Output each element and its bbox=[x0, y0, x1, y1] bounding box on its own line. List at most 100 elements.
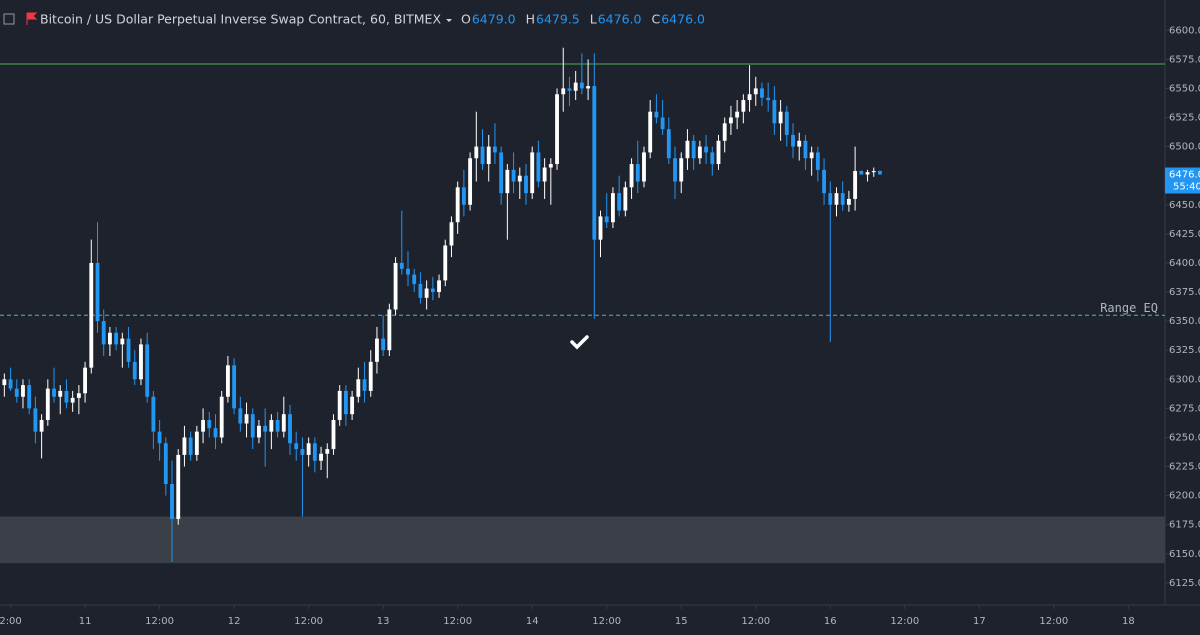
candle-body bbox=[747, 94, 752, 101]
candle-body bbox=[281, 414, 286, 432]
candle-body bbox=[679, 158, 684, 182]
y-tick-label: 6300.0 bbox=[1169, 374, 1200, 385]
candle-body bbox=[691, 140, 696, 159]
y-tick-label: 6525.0 bbox=[1169, 113, 1200, 124]
x-tick-label: 12:00 bbox=[294, 616, 323, 627]
candle-body bbox=[443, 245, 448, 281]
candle-body bbox=[244, 414, 249, 424]
candle-body bbox=[157, 431, 162, 444]
candle-body bbox=[859, 171, 864, 175]
candle-body bbox=[741, 100, 746, 112]
candle-body bbox=[697, 146, 702, 159]
ohlc-value: 6479.5 bbox=[536, 12, 580, 27]
candle-body bbox=[14, 388, 19, 397]
candle-body bbox=[822, 169, 826, 194]
candle-body bbox=[337, 390, 342, 421]
candle-body bbox=[840, 193, 845, 205]
candle-body bbox=[753, 88, 758, 95]
candle-body bbox=[76, 393, 81, 398]
candle-body bbox=[114, 332, 119, 345]
candle-body bbox=[853, 171, 858, 199]
candle-body bbox=[772, 100, 777, 124]
y-tick-label: 6150.0 bbox=[1169, 549, 1200, 560]
candle-body bbox=[468, 158, 473, 205]
candle-body bbox=[878, 171, 882, 175]
ohlc-value: 6479.0 bbox=[472, 12, 516, 27]
candle-body bbox=[21, 385, 25, 397]
dropdown-caret[interactable] bbox=[446, 19, 453, 22]
candle-body bbox=[269, 420, 274, 432]
candle-body bbox=[524, 175, 528, 194]
candle-body bbox=[101, 321, 106, 345]
candle-body bbox=[275, 420, 280, 432]
y-tick-label: 6200.0 bbox=[1169, 491, 1200, 502]
level-label: Range EQ bbox=[1100, 301, 1158, 315]
candle-body bbox=[424, 288, 429, 298]
candle-body bbox=[704, 146, 709, 153]
y-tick-label: 6375.0 bbox=[1169, 287, 1200, 298]
candle-body bbox=[530, 152, 535, 194]
candle-body bbox=[288, 414, 292, 444]
candle-body bbox=[865, 172, 870, 175]
candle-body bbox=[561, 88, 566, 95]
candle-body bbox=[362, 379, 367, 391]
ohlc-legend: O 6479.0 H 6479.5 L 6476.0 C 6476.0 bbox=[461, 12, 705, 27]
ohlc-key: L bbox=[590, 12, 597, 27]
candle-body bbox=[536, 152, 541, 182]
candle-body bbox=[778, 111, 783, 124]
candle-body bbox=[331, 420, 336, 450]
candle-body bbox=[846, 198, 851, 205]
candle-body bbox=[375, 338, 379, 362]
x-tick-label: 12:00 bbox=[890, 616, 919, 627]
x-tick-label: 16 bbox=[824, 616, 837, 627]
collapse-icon[interactable] bbox=[3, 13, 15, 25]
candle-body bbox=[461, 187, 466, 205]
candle-body bbox=[635, 164, 640, 182]
x-tick-label: 14 bbox=[526, 616, 539, 627]
candle-body bbox=[834, 193, 839, 205]
candle-body bbox=[27, 385, 32, 409]
last-price-label: 6476.0 bbox=[1169, 170, 1200, 181]
candle-body bbox=[493, 146, 497, 153]
candle-body bbox=[213, 428, 218, 438]
candle-body bbox=[666, 129, 671, 159]
candle-body bbox=[511, 169, 516, 182]
candle-body bbox=[412, 274, 417, 284]
candle-body bbox=[791, 134, 795, 147]
candle-body bbox=[406, 268, 410, 275]
candle-body bbox=[107, 332, 112, 345]
candle-body bbox=[567, 88, 572, 91]
candle-body bbox=[238, 408, 243, 424]
candle-body bbox=[797, 140, 802, 147]
y-tick-label: 6450.0 bbox=[1169, 200, 1200, 211]
candle-body bbox=[176, 454, 181, 519]
candle-body bbox=[381, 338, 386, 351]
candle-body bbox=[83, 367, 88, 394]
candle-body bbox=[2, 379, 7, 386]
symbol-title[interactable]: Bitcoin / US Dollar Perpetual Inverse Sw… bbox=[40, 12, 441, 27]
candle-body bbox=[449, 222, 454, 246]
candle-body bbox=[784, 111, 789, 135]
candle-body bbox=[294, 443, 299, 450]
candle-body bbox=[194, 431, 199, 455]
candle-body bbox=[673, 158, 677, 182]
candle-body bbox=[815, 152, 820, 170]
candle-body bbox=[207, 420, 212, 429]
candle-body bbox=[760, 88, 764, 98]
candle-body bbox=[70, 397, 75, 403]
candle-body bbox=[418, 283, 423, 298]
candle-body bbox=[474, 146, 479, 159]
x-tick-label: 15 bbox=[675, 616, 688, 627]
flag-icon[interactable] bbox=[26, 12, 38, 25]
y-tick-label: 6325.0 bbox=[1169, 345, 1200, 356]
candle-body bbox=[735, 111, 740, 118]
candle-body bbox=[548, 164, 553, 168]
x-tick-label: 12:00 bbox=[592, 616, 621, 627]
check-icon bbox=[570, 335, 589, 350]
x-tick-label: 12:00 bbox=[443, 616, 472, 627]
candle-body bbox=[387, 309, 392, 351]
y-tick-label: 6550.0 bbox=[1169, 83, 1200, 94]
candle-body bbox=[803, 140, 808, 159]
x-tick-label: 18 bbox=[1122, 616, 1135, 627]
